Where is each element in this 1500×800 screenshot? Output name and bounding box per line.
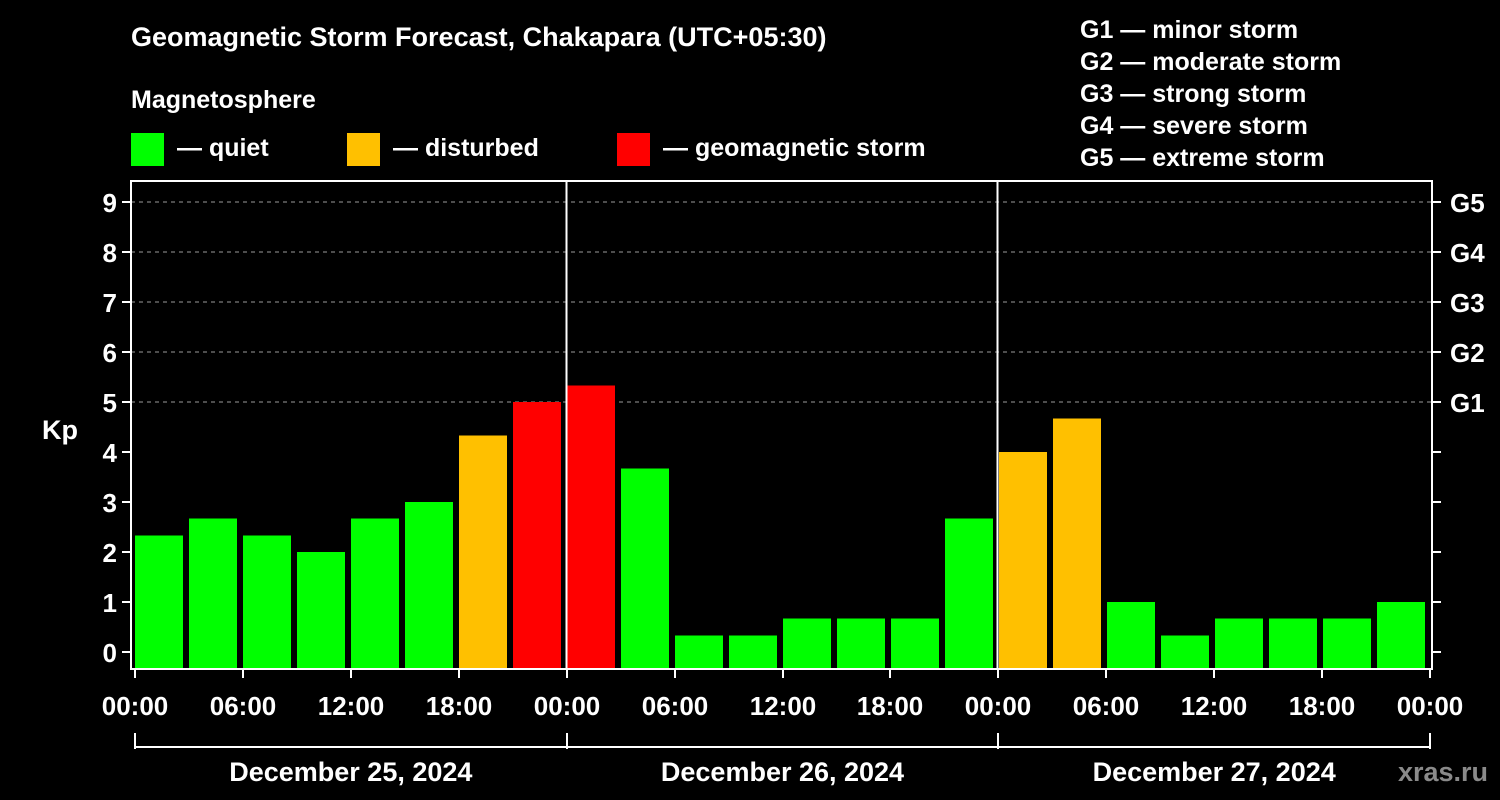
legend-swatch-disturbed [347, 133, 380, 166]
y-tick-label-9: 9 [103, 188, 117, 218]
legend-storm: — geomagnetic storm [617, 133, 957, 167]
x-tick-label-3: 18:00 [426, 691, 493, 721]
y-tick-label-6: 6 [103, 338, 117, 368]
kp-bar-7 [513, 402, 561, 668]
storm-level-g4: G4 — severe storm [1080, 112, 1308, 140]
kp-bar-13 [837, 618, 885, 668]
y-tick-label-4: 4 [103, 438, 118, 468]
legend-label-quiet: — quiet [177, 134, 269, 162]
legend-label-storm: — geomagnetic storm [663, 134, 926, 162]
kp-bar-11 [729, 635, 777, 668]
storm-level-g2: G2 — moderate storm [1080, 48, 1342, 76]
kp-bar-5 [405, 502, 453, 668]
x-tick-label-1: 06:00 [210, 691, 277, 721]
y-axis-label: Kp [42, 415, 78, 445]
kp-bar-0 [135, 535, 183, 668]
x-tick-label-4: 00:00 [534, 691, 601, 721]
kp-bar-8 [567, 385, 615, 668]
y-tick-label-1: 1 [103, 588, 117, 618]
kp-bar-4 [351, 518, 399, 668]
legend-disturbed: — disturbed [347, 133, 577, 167]
kp-bar-19 [1161, 635, 1209, 668]
x-tick-label-12: 00:00 [1397, 691, 1464, 721]
g-label-g2: G2 [1450, 338, 1485, 368]
x-tick-label-9: 06:00 [1073, 691, 1140, 721]
kp-bar-22 [1323, 618, 1371, 668]
storm-level-g1: G1 — minor storm [1080, 16, 1299, 44]
day-label-0: December 25, 2024 [229, 757, 472, 787]
x-tick-label-5: 06:00 [642, 691, 709, 721]
legend-swatch-storm [617, 133, 650, 166]
legend-swatch-quiet [131, 133, 164, 166]
chart-subtitle: Magnetosphere [131, 86, 316, 114]
x-tick-label-11: 18:00 [1289, 691, 1356, 721]
y-tick-label-7: 7 [103, 288, 117, 318]
kp-bar-20 [1215, 618, 1263, 668]
g-label-g5: G5 [1450, 188, 1485, 218]
kp-bar-14 [891, 618, 939, 668]
x-tick-label-0: 00:00 [102, 691, 169, 721]
kp-bar-1 [189, 518, 237, 668]
x-tick-label-7: 18:00 [857, 691, 924, 721]
y-tick-label-8: 8 [103, 238, 117, 268]
y-tick-label-5: 5 [103, 388, 117, 418]
storm-level-list: G1 — minor storm G2 — moderate storm G3 … [1080, 14, 1341, 174]
y-tick-label-3: 3 [103, 488, 117, 518]
kp-bar-21 [1269, 618, 1317, 668]
x-tick-label-8: 00:00 [965, 691, 1032, 721]
storm-level-g5: G5 — extreme storm [1080, 144, 1325, 172]
kp-bar-15 [945, 518, 993, 668]
storm-level-g3: G3 — strong storm [1080, 80, 1307, 108]
g-label-g3: G3 [1450, 288, 1485, 318]
kp-bar-6 [459, 435, 507, 668]
x-tick-label-10: 12:00 [1181, 691, 1248, 721]
kp-bar-23 [1377, 602, 1425, 668]
kp-bar-10 [675, 635, 723, 668]
g-label-g1: G1 [1450, 388, 1485, 418]
kp-bar-18 [1107, 602, 1155, 668]
plot-frame [130, 180, 1433, 670]
chart-title: Geomagnetic Storm Forecast, Chakapara (U… [131, 22, 827, 52]
kp-bar-17 [1053, 418, 1101, 668]
watermark: xras.ru [1397, 757, 1488, 787]
y-tick-label-2: 2 [103, 538, 117, 568]
y-tick-label-0: 0 [103, 638, 117, 668]
x-tick-label-2: 12:00 [318, 691, 385, 721]
kp-bar-9 [621, 468, 669, 668]
legend-quiet: — quiet [131, 133, 331, 167]
x-tick-label-6: 12:00 [750, 691, 817, 721]
kp-bar-3 [297, 552, 345, 668]
legend-label-disturbed: — disturbed [393, 134, 539, 162]
day-label-1: December 26, 2024 [661, 757, 904, 787]
kp-bar-2 [243, 535, 291, 668]
kp-bar-16 [999, 452, 1047, 668]
g-label-g4: G4 [1450, 238, 1485, 268]
kp-bar-12 [783, 618, 831, 668]
day-label-2: December 27, 2024 [1093, 757, 1336, 787]
